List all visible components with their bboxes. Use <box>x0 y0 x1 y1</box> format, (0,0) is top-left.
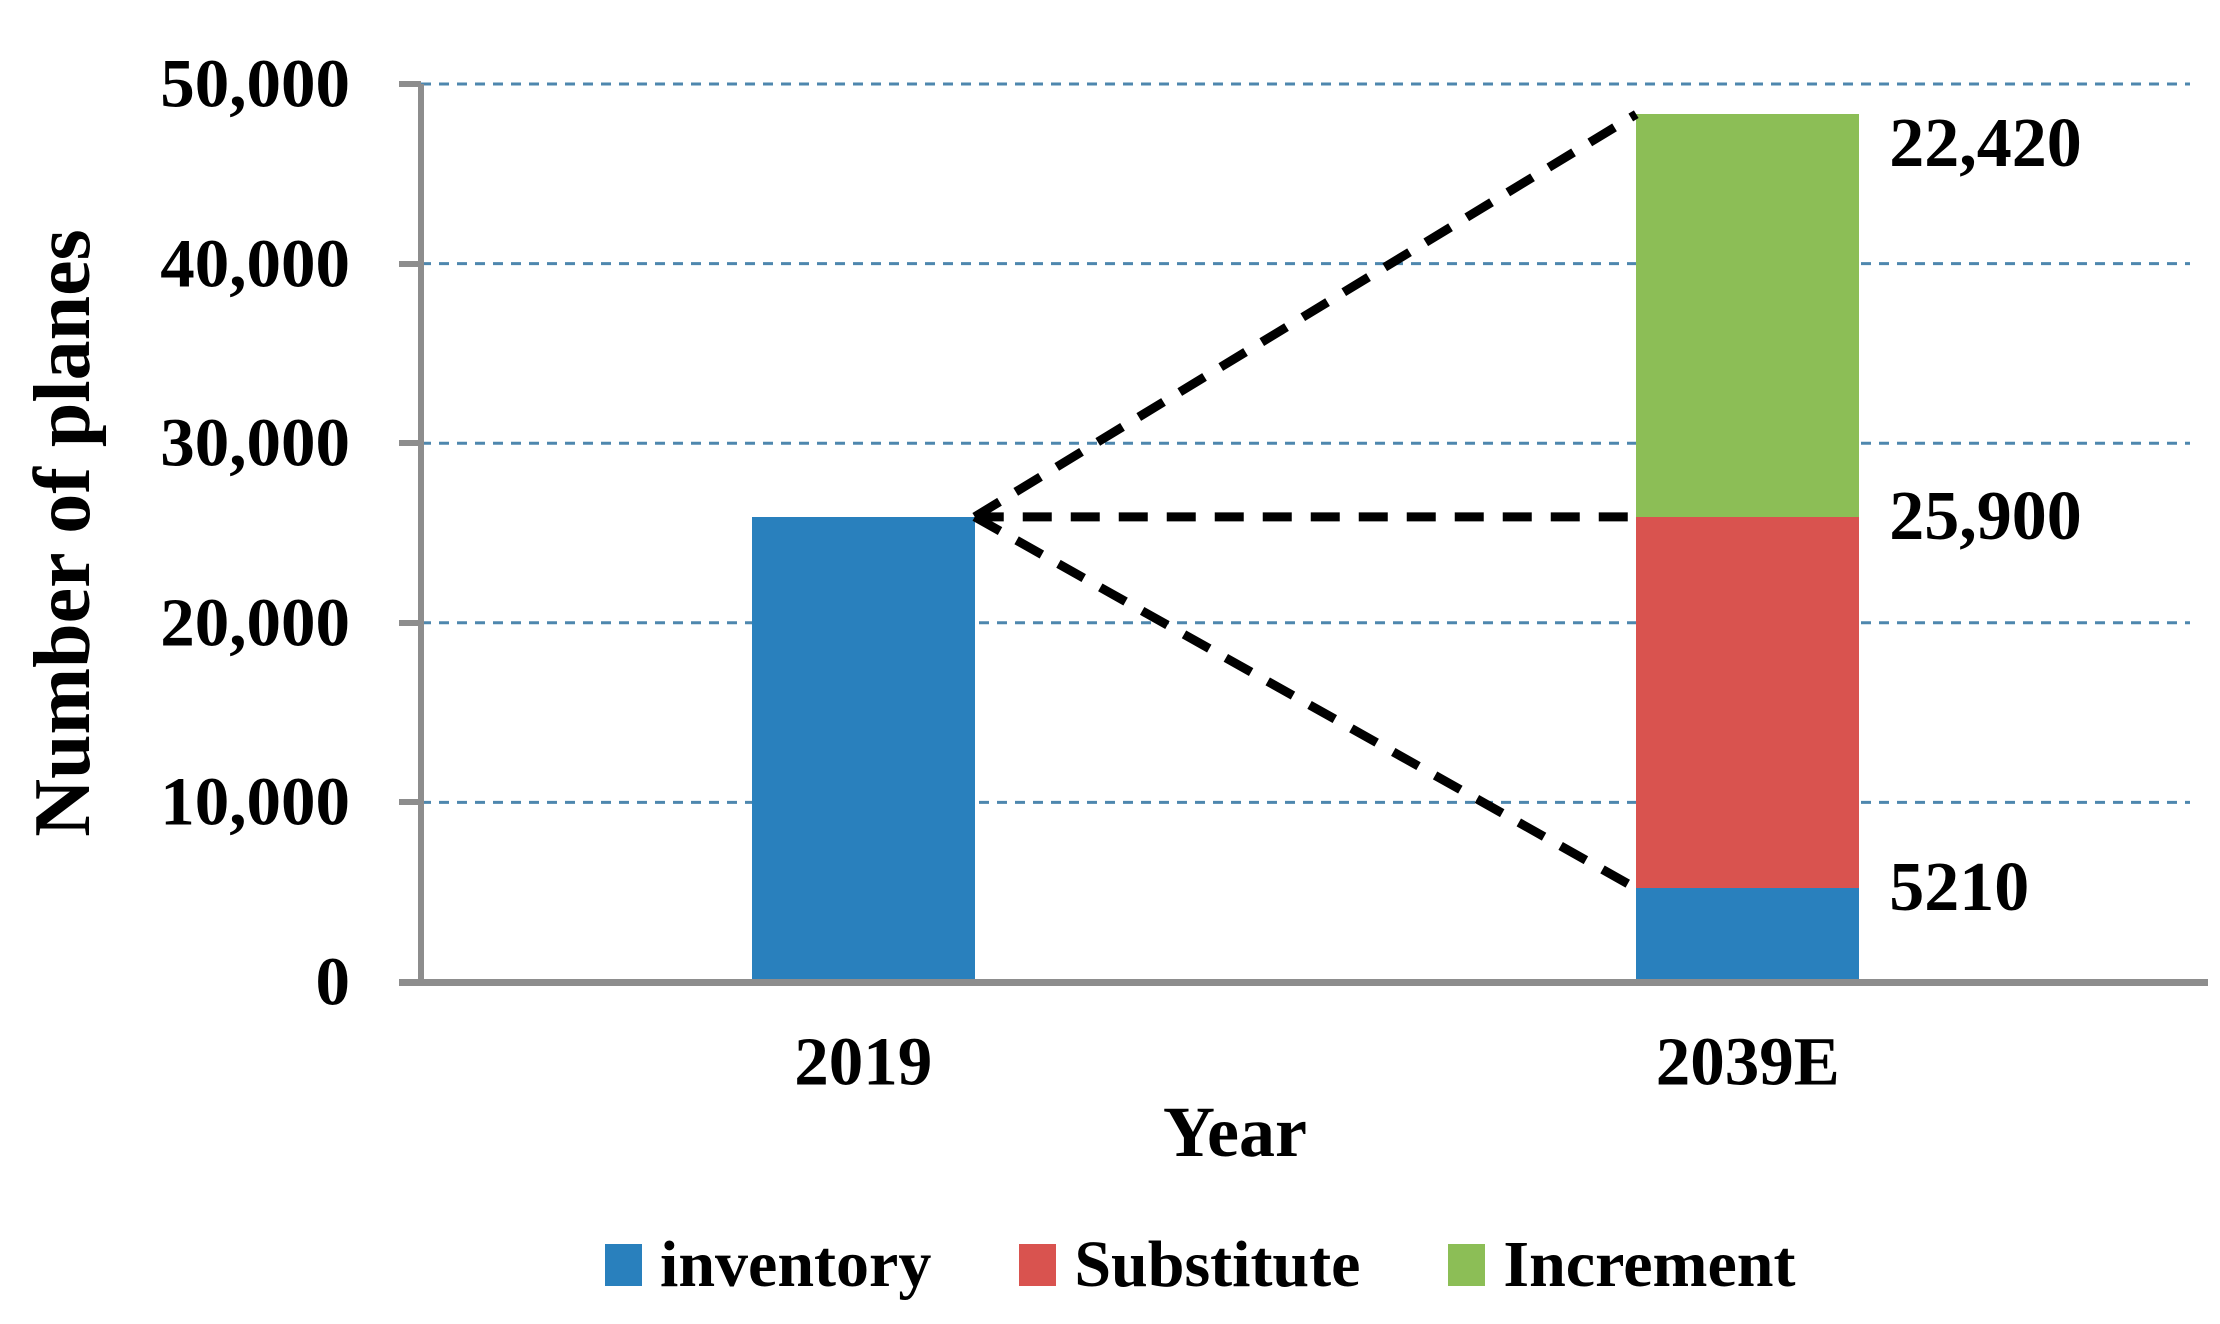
connector-line-0 <box>972 110 1639 521</box>
y-axis-title: Number of planes <box>19 229 107 837</box>
legend-swatch-inventory <box>605 1244 642 1286</box>
legend: inventory Substitute Increment <box>605 1232 1795 1298</box>
x-tick-label-2019: 2019 <box>794 1023 933 1100</box>
legend-label-substitute: Substitute <box>1074 1228 1361 1301</box>
x-axis-title: Year <box>1163 1092 1307 1172</box>
y-tick-label-40,000: 40,000 <box>160 225 350 302</box>
legend-swatch-substitute <box>1019 1244 1057 1286</box>
legend-swatch-increment <box>1448 1244 1486 1286</box>
y-tick-mark-50,000 <box>399 81 421 87</box>
y-tick-mark-10,000 <box>399 799 421 806</box>
legend-item-inventory: inventory <box>605 1232 931 1298</box>
y-tick-label-20,000: 20,000 <box>160 584 350 661</box>
y-tick-label-10,000: 10,000 <box>160 763 350 840</box>
y-tick-mark-20,000 <box>399 619 421 626</box>
y-tick-mark-30,000 <box>399 440 421 447</box>
x-tick-label-2039E: 2039E <box>1655 1023 1840 1100</box>
connector-line-2 <box>972 512 1639 893</box>
bar-2039E-inventory <box>1636 888 1860 982</box>
legend-label-inventory: inventory <box>660 1228 932 1301</box>
data-label-25900: 25,900 <box>1889 477 2082 555</box>
y-tick-label-0: 0 <box>315 943 351 1020</box>
bar-2039E-substitute <box>1636 516 1860 889</box>
bar-2019-inventory <box>751 516 975 982</box>
x-axis-line <box>399 979 2208 986</box>
y-tick-label-30,000: 30,000 <box>160 404 350 481</box>
y-tick-mark-40,000 <box>399 260 421 267</box>
legend-item-increment: Increment <box>1448 1232 1795 1298</box>
data-label-5210: 5210 <box>1889 849 2030 927</box>
y-axis-line <box>418 84 424 985</box>
legend-label-increment: Increment <box>1503 1228 1796 1301</box>
y-tick-label-50,000: 50,000 <box>160 45 350 122</box>
legend-item-substitute: Substitute <box>1019 1232 1360 1298</box>
data-label-22420: 22,420 <box>1889 105 2082 182</box>
y-tick-mark-0 <box>399 979 421 985</box>
bar-2039E-increment <box>1636 114 1860 517</box>
